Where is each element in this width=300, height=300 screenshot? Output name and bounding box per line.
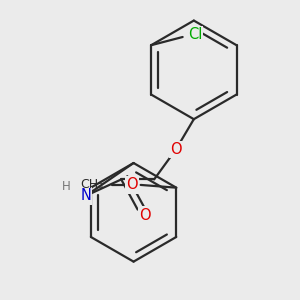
- Text: H: H: [62, 180, 71, 193]
- Text: O: O: [127, 177, 138, 192]
- Text: O: O: [170, 142, 182, 157]
- Text: O: O: [139, 208, 150, 223]
- Text: CH₃: CH₃: [80, 178, 104, 191]
- Text: Cl: Cl: [188, 27, 202, 42]
- Text: N: N: [80, 188, 91, 203]
